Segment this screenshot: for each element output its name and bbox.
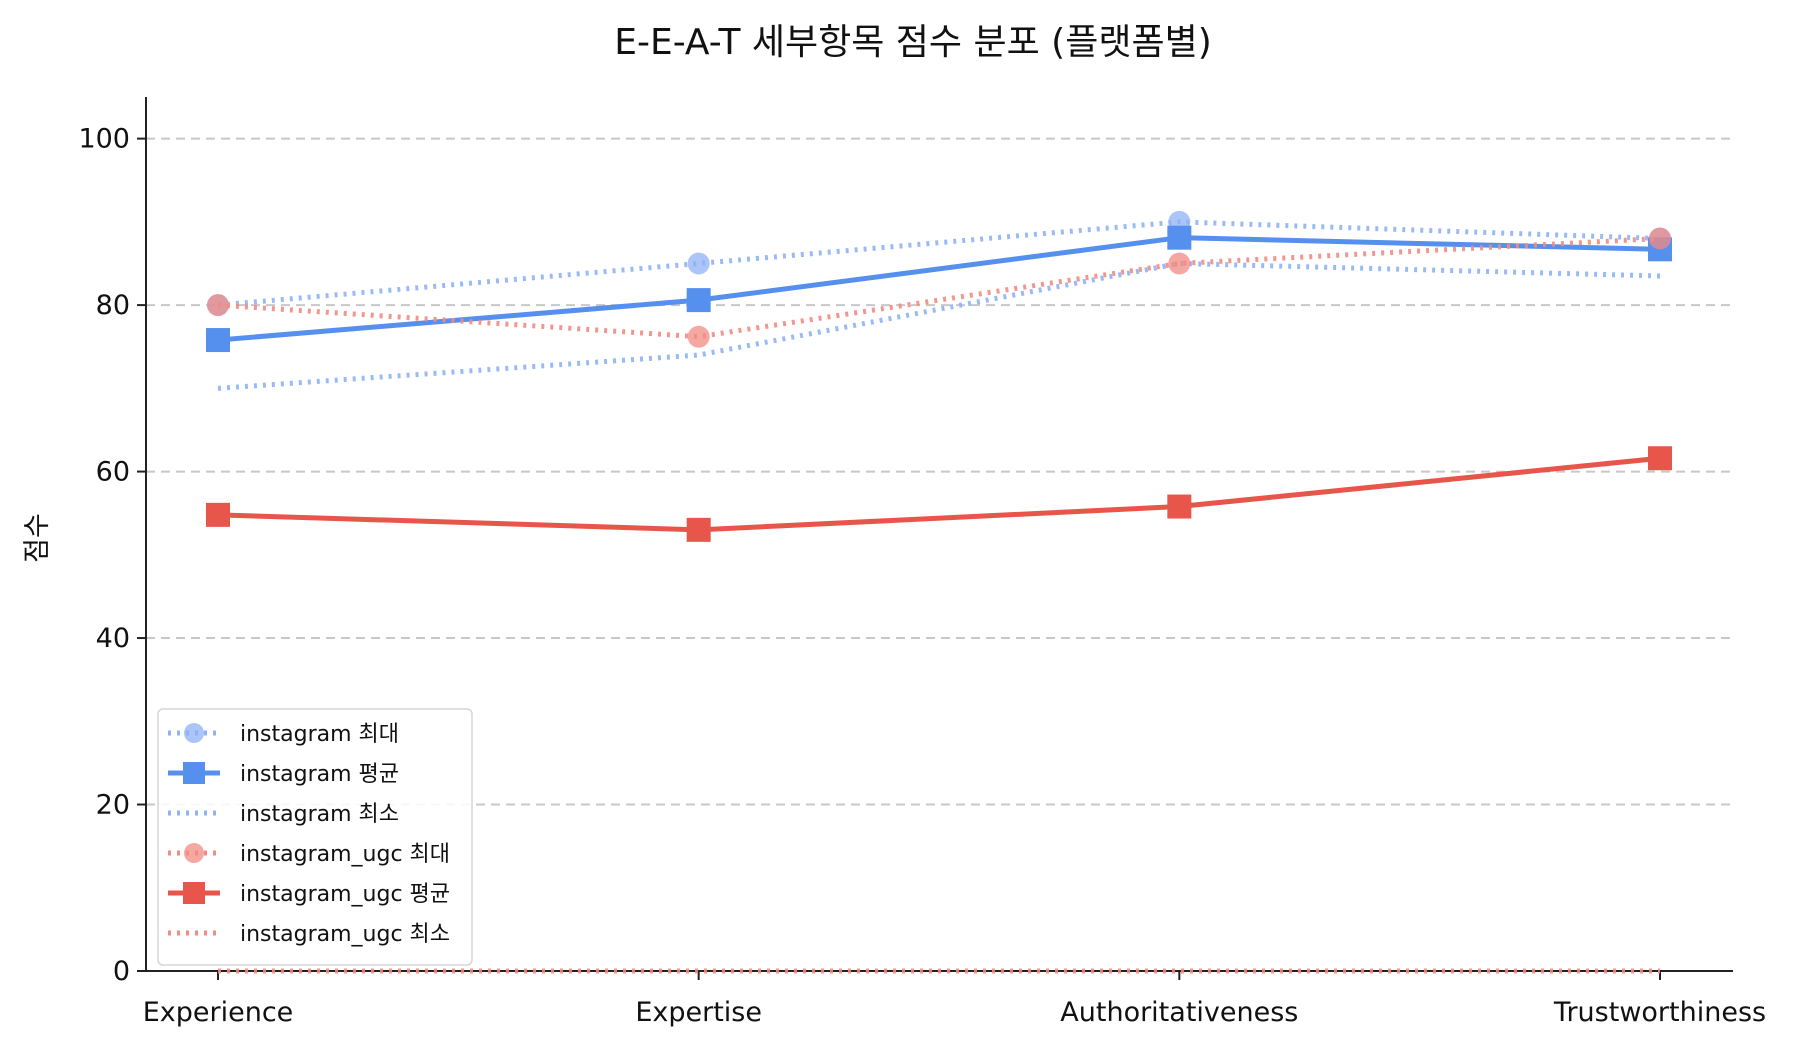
data-point (687, 252, 710, 275)
x-tick-label: Expertise (635, 997, 762, 1028)
grid-lines (146, 137, 1733, 806)
legend-box (157, 708, 473, 966)
legend-item: instagram 최대 (168, 722, 399, 747)
legend-label: instagram_ugc 평균 (240, 882, 450, 907)
y-axis-label: 점수 (22, 513, 53, 563)
legend-label: instagram_ugc 최소 (240, 922, 450, 947)
data-point (1167, 225, 1192, 250)
legend-marker (184, 723, 204, 743)
data-point (1648, 446, 1672, 471)
data-point (1649, 227, 1671, 250)
tick-labels: 0 20 40 60 80 100 Experience Expertise Authorita… (78, 124, 1766, 1028)
legend-marker (183, 882, 205, 904)
data-point (686, 288, 711, 313)
y-tick-label: 80 (96, 290, 130, 321)
data-point (686, 517, 711, 542)
data-point (1167, 494, 1192, 519)
data-point (206, 328, 230, 353)
series-0 (207, 210, 1671, 317)
series-line (217, 235, 1661, 343)
series-group (206, 210, 1672, 974)
series-2 (217, 260, 1661, 391)
series-4 (206, 446, 1672, 542)
y-tick-label: 60 (96, 457, 130, 488)
y-tick-label: 40 (96, 623, 130, 654)
legend-label: instagram 최대 (240, 722, 399, 747)
legend-label: instagram 평균 (240, 762, 399, 787)
legend-label: instagram_ugc 최대 (240, 842, 450, 867)
data-point (687, 325, 710, 348)
x-tick-label: Authoritativeness (1060, 997, 1298, 1028)
series-line (217, 236, 1661, 340)
series-line (217, 455, 1661, 533)
legend-marker (184, 843, 204, 863)
legend-label: instagram 최소 (240, 802, 399, 827)
y-tick-label: 20 (96, 790, 130, 821)
data-point (206, 502, 230, 527)
y-tick-label: 0 (113, 956, 130, 987)
legend-item: instagram_ugc 최대 (168, 842, 450, 867)
legend-item: instagram_ugc 최소 (168, 922, 450, 947)
x-tick-label: Experience (143, 997, 294, 1028)
legend-marker (183, 762, 205, 784)
data-point (207, 294, 229, 317)
legend-item: instagram 평균 (168, 762, 399, 787)
x-tick-label: Trustworthiness (1553, 997, 1766, 1028)
chart-title: E-E-A-T 세부항목 점수 분포 (플랫폼별) (614, 22, 1212, 63)
legend: instagram 최대 instagram 평균 instagram 최소 inst… (157, 708, 473, 966)
legend-item: instagram_ugc 평균 (168, 882, 450, 907)
y-tick-label: 100 (78, 124, 130, 155)
series-line (217, 219, 1661, 308)
legend-item: instagram 최소 (168, 802, 399, 827)
data-point (1168, 252, 1191, 275)
series-line (217, 260, 1661, 391)
series-3 (207, 227, 1671, 348)
